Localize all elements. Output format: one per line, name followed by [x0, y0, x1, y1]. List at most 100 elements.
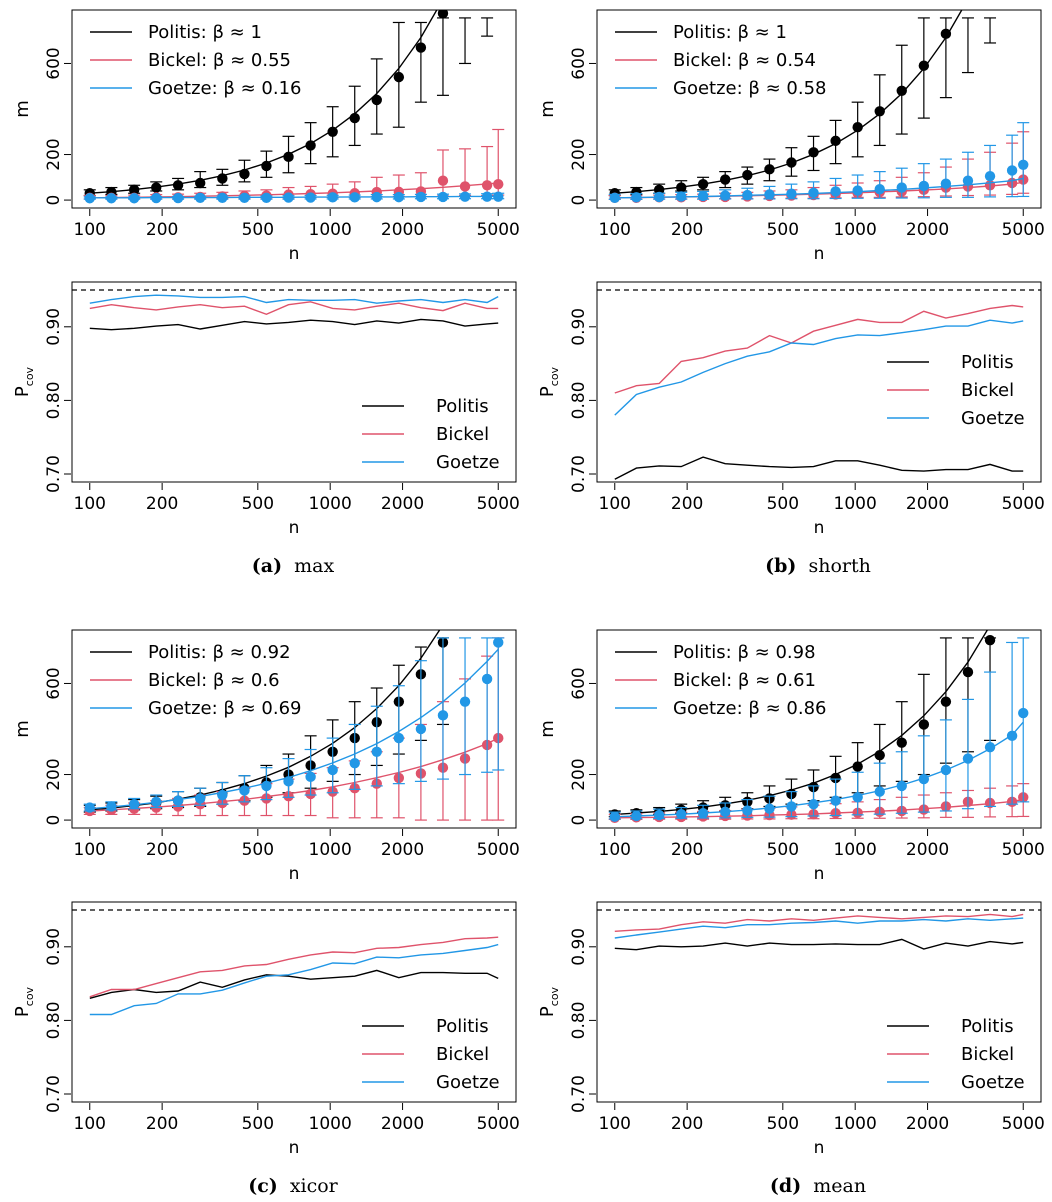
- y-tick-label-0: 0: [44, 815, 64, 826]
- data-point-politis: [852, 761, 863, 772]
- coverage-line-politis: [614, 456, 1024, 480]
- y-tick-label-600: 600: [44, 667, 64, 699]
- data-point-goetze: [459, 191, 471, 202]
- data-point-goetze: [874, 786, 885, 797]
- data-point-goetze: [609, 811, 620, 822]
- y-tick-label-0_8: 0.80: [569, 1001, 589, 1039]
- y-tick-label-600: 600: [569, 47, 589, 79]
- data-point-goetze: [653, 191, 665, 203]
- data-point-goetze: [195, 192, 206, 204]
- series-bickel: [608, 783, 1030, 824]
- y-axis-label-main: m: [12, 720, 33, 738]
- caption-c-name: xicor: [290, 1175, 339, 1197]
- data-point-politis: [415, 42, 427, 53]
- x-tick-label-500: 500: [767, 220, 799, 240]
- y-tick-label-200: 200: [44, 138, 64, 170]
- y-tick-label-0_8: 0.80: [44, 1001, 64, 1039]
- plot-b-coverage: 100 200 500 1000 2000 5000 n 0.70 0.80 0.90 Pcov Po…: [537, 281, 1045, 538]
- legend-label-politis: Politis: β ≈ 1: [673, 22, 787, 43]
- x-tick-label-1000: 1000: [309, 1114, 352, 1134]
- data-point-goetze: [1006, 730, 1018, 742]
- data-point-goetze: [940, 178, 952, 189]
- legend-label-politis: Politis: [436, 396, 489, 417]
- y-tick-label-0_8: 0.80: [569, 381, 589, 419]
- y-tick-label-0: 0: [44, 195, 64, 206]
- legend-label-bickel: Bickel: β ≈ 0.55: [148, 50, 291, 71]
- x-tick-label-100: 100: [599, 220, 631, 240]
- data-point-goetze: [393, 191, 405, 203]
- series-politis: [614, 938, 1024, 951]
- series-bickel: [83, 128, 505, 204]
- data-point-politis: [261, 160, 272, 172]
- data-point-goetze: [84, 193, 95, 204]
- data-point-goetze: [305, 192, 316, 203]
- series-politis: [608, 10, 997, 199]
- x-tick-label-100: 100: [599, 840, 631, 860]
- x-tick-label-5000: 5000: [1002, 494, 1045, 514]
- x-axis-label: n: [289, 244, 300, 264]
- x-tick-label-100: 100: [74, 494, 106, 514]
- data-point-goetze: [437, 191, 449, 203]
- plot-frame: [596, 281, 1042, 483]
- x-axis-label: n: [814, 518, 825, 538]
- y-tick-label-0_7: 0.70: [44, 455, 64, 493]
- data-point-goetze: [239, 192, 250, 204]
- data-point-politis: [195, 177, 206, 189]
- data-point-politis: [393, 71, 405, 83]
- legend-label-goetze: Goetze: β ≈ 0.86: [673, 698, 827, 719]
- plot-frame: [71, 9, 517, 209]
- legend-label-bickel: Bickel: [436, 1044, 489, 1065]
- data-point-goetze: [151, 192, 162, 204]
- data-point-politis: [874, 749, 885, 761]
- x-tick-label-5000: 5000: [1002, 1114, 1045, 1134]
- series-bickel: [89, 301, 499, 316]
- plot-area: [72, 289, 516, 331]
- coverage-line-goetze: [614, 319, 1024, 416]
- plot-frame: [71, 901, 517, 1103]
- x-tick-label-1000: 1000: [309, 840, 352, 860]
- data-point-goetze: [84, 802, 95, 813]
- legend-label-politis: Politis: [961, 1016, 1014, 1037]
- data-point-goetze: [217, 789, 228, 801]
- data-point-goetze: [437, 710, 449, 721]
- legend-label-politis: Politis: β ≈ 0.92: [148, 642, 291, 663]
- coverage-line-goetze: [614, 917, 1024, 939]
- x-tick-label-200: 200: [671, 1114, 703, 1134]
- caption-b-letter: (b): [765, 555, 796, 577]
- data-point-politis: [437, 10, 449, 19]
- data-point-goetze: [676, 808, 687, 820]
- data-point-politis: [327, 126, 338, 137]
- x-axis-label: n: [814, 864, 825, 884]
- legend-label-bickel: Bickel: [961, 1044, 1014, 1065]
- coverage-line-bickel: [614, 913, 1024, 932]
- caption-d-letter: (d): [770, 1175, 801, 1197]
- data-point-goetze: [493, 191, 504, 202]
- plot-a-m: 100 200 500 1000 2000 5000 n 0 200 600 m Politis: β…: [12, 9, 520, 264]
- data-point-politis: [239, 168, 250, 180]
- series-goetze: [83, 191, 505, 204]
- data-point-goetze: [1018, 707, 1029, 719]
- plot-area: [83, 10, 505, 204]
- plot-area: [608, 10, 1030, 204]
- legend: Politis Bickel Goetze: [887, 352, 1025, 429]
- data-point-goetze: [493, 637, 504, 648]
- plot-frame: [596, 9, 1042, 209]
- data-point-goetze: [896, 780, 907, 792]
- x-tick-label-2000: 2000: [906, 840, 949, 860]
- data-point-goetze: [631, 192, 642, 203]
- series-bickel: [614, 913, 1024, 932]
- data-point-politis: [896, 737, 907, 748]
- caption-c-letter: (c): [248, 1175, 278, 1197]
- x-axis-label: n: [289, 864, 300, 884]
- series-bickel: [608, 131, 1030, 204]
- x-tick-label-500: 500: [242, 494, 274, 514]
- series-goetze: [608, 637, 1030, 822]
- data-point-goetze: [481, 673, 493, 685]
- data-point-goetze: [371, 746, 382, 757]
- x-tick-label-2000: 2000: [381, 1114, 424, 1134]
- y-tick-label-0: 0: [569, 195, 589, 206]
- y-axis-label-main: P: [537, 386, 558, 397]
- data-point-goetze: [874, 183, 885, 195]
- y-axis-label-sub: cov: [23, 986, 36, 1006]
- x-tick-label-200: 200: [146, 220, 178, 240]
